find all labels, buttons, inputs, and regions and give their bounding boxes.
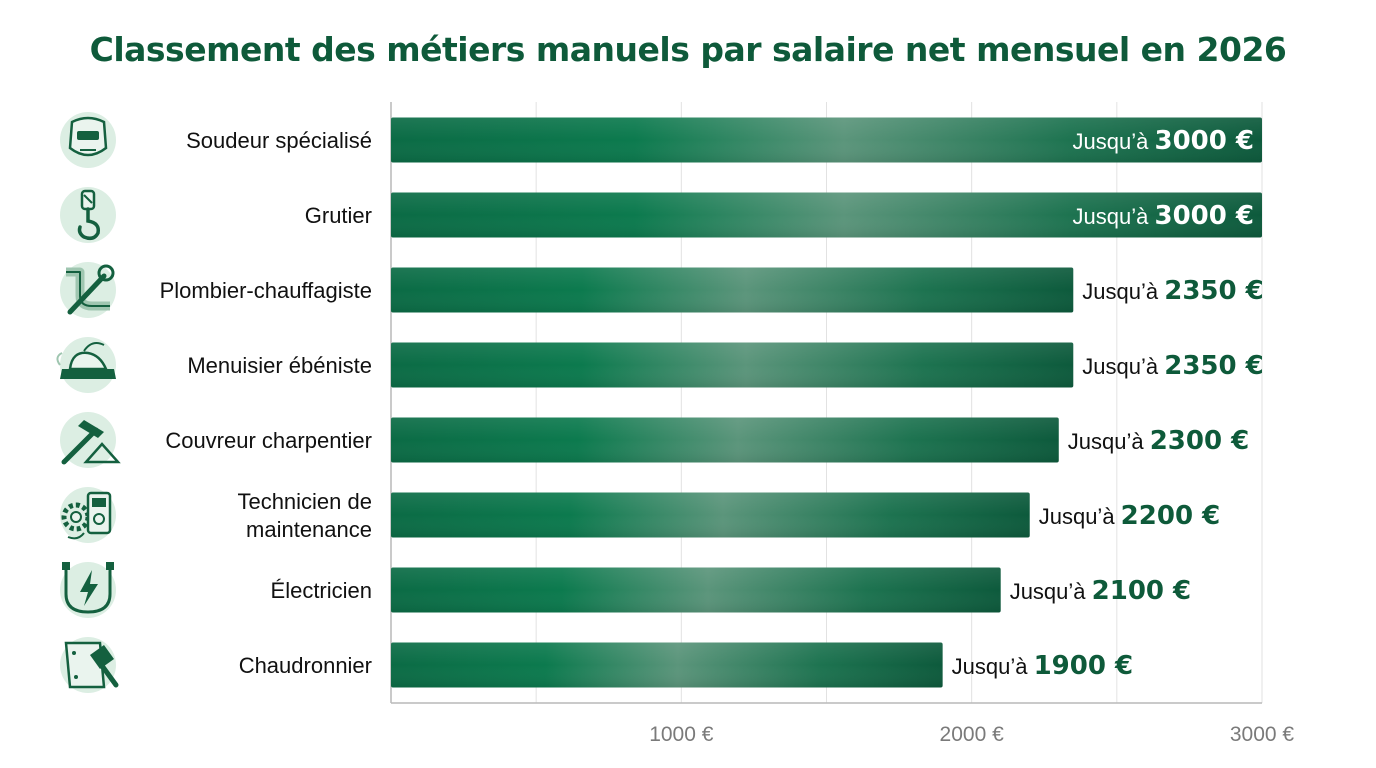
x-axis-ticks: 1000 € 2000 € 3000 € — [649, 723, 1294, 746]
hammer-roof-icon — [60, 412, 121, 468]
category-labels: Soudeur spécialisé Grutier Plombier-chauff… — [160, 128, 372, 678]
bars — [391, 117, 1262, 688]
bar-sheen — [391, 642, 943, 688]
value-label: Jusqu’à 2350 € — [1082, 351, 1263, 381]
value-label: Jusqu’à 2100 € — [1010, 576, 1191, 606]
bar-sheen — [391, 417, 1059, 463]
x-tick-label: 3000 € — [1230, 723, 1295, 746]
category-label: Chaudronnier — [239, 653, 372, 678]
value-label: Jusqu’à 3000 € — [1073, 201, 1254, 231]
value-label: Jusqu’à 3000 € — [1073, 126, 1254, 156]
category-label: Couvreur charpentier — [165, 428, 372, 453]
bar-sheen — [391, 117, 1262, 163]
crane-hook-icon — [60, 187, 116, 243]
x-tick-label: 2000 € — [940, 723, 1005, 746]
pipe-wrench-icon — [60, 262, 116, 318]
plug-lightning-icon — [60, 562, 116, 618]
category-label: Grutier — [305, 203, 372, 228]
category-label: Menuisier ébéniste — [187, 353, 372, 378]
metal-sheet-hammer-icon — [60, 637, 119, 693]
value-label: Jusqu’à 2350 € — [1082, 276, 1263, 306]
category-label: Plombier-chauffagiste — [160, 278, 372, 303]
gear-multimeter-icon — [60, 487, 116, 543]
category-label: Soudeur spécialisé — [186, 128, 372, 153]
bar-sheen — [391, 342, 1074, 388]
bar-sheen — [391, 567, 1001, 613]
wood-plane-icon — [56, 337, 116, 393]
welding-mask-icon — [60, 112, 116, 168]
chart-title: Classement des métiers manuels par salai… — [89, 30, 1287, 69]
value-label: Jusqu’à 2300 € — [1068, 426, 1249, 456]
x-tick-label: 1000 € — [649, 723, 714, 746]
category-label: Technicien de — [237, 489, 372, 514]
category-label: Électricien — [271, 578, 372, 603]
bar-sheen — [391, 192, 1262, 238]
value-label: Jusqu’à 2200 € — [1039, 501, 1220, 531]
category-icons — [56, 112, 121, 693]
category-label: maintenance — [246, 517, 372, 542]
grid-lines — [390, 102, 1263, 704]
bar-sheen — [391, 492, 1030, 538]
value-label: Jusqu’à 1900 € — [952, 651, 1133, 681]
value-labels: Jusqu’à 3000 € Jusqu’à 3000 € Jusqu’à 2350… — [952, 126, 1264, 681]
bar-sheen — [391, 267, 1074, 313]
